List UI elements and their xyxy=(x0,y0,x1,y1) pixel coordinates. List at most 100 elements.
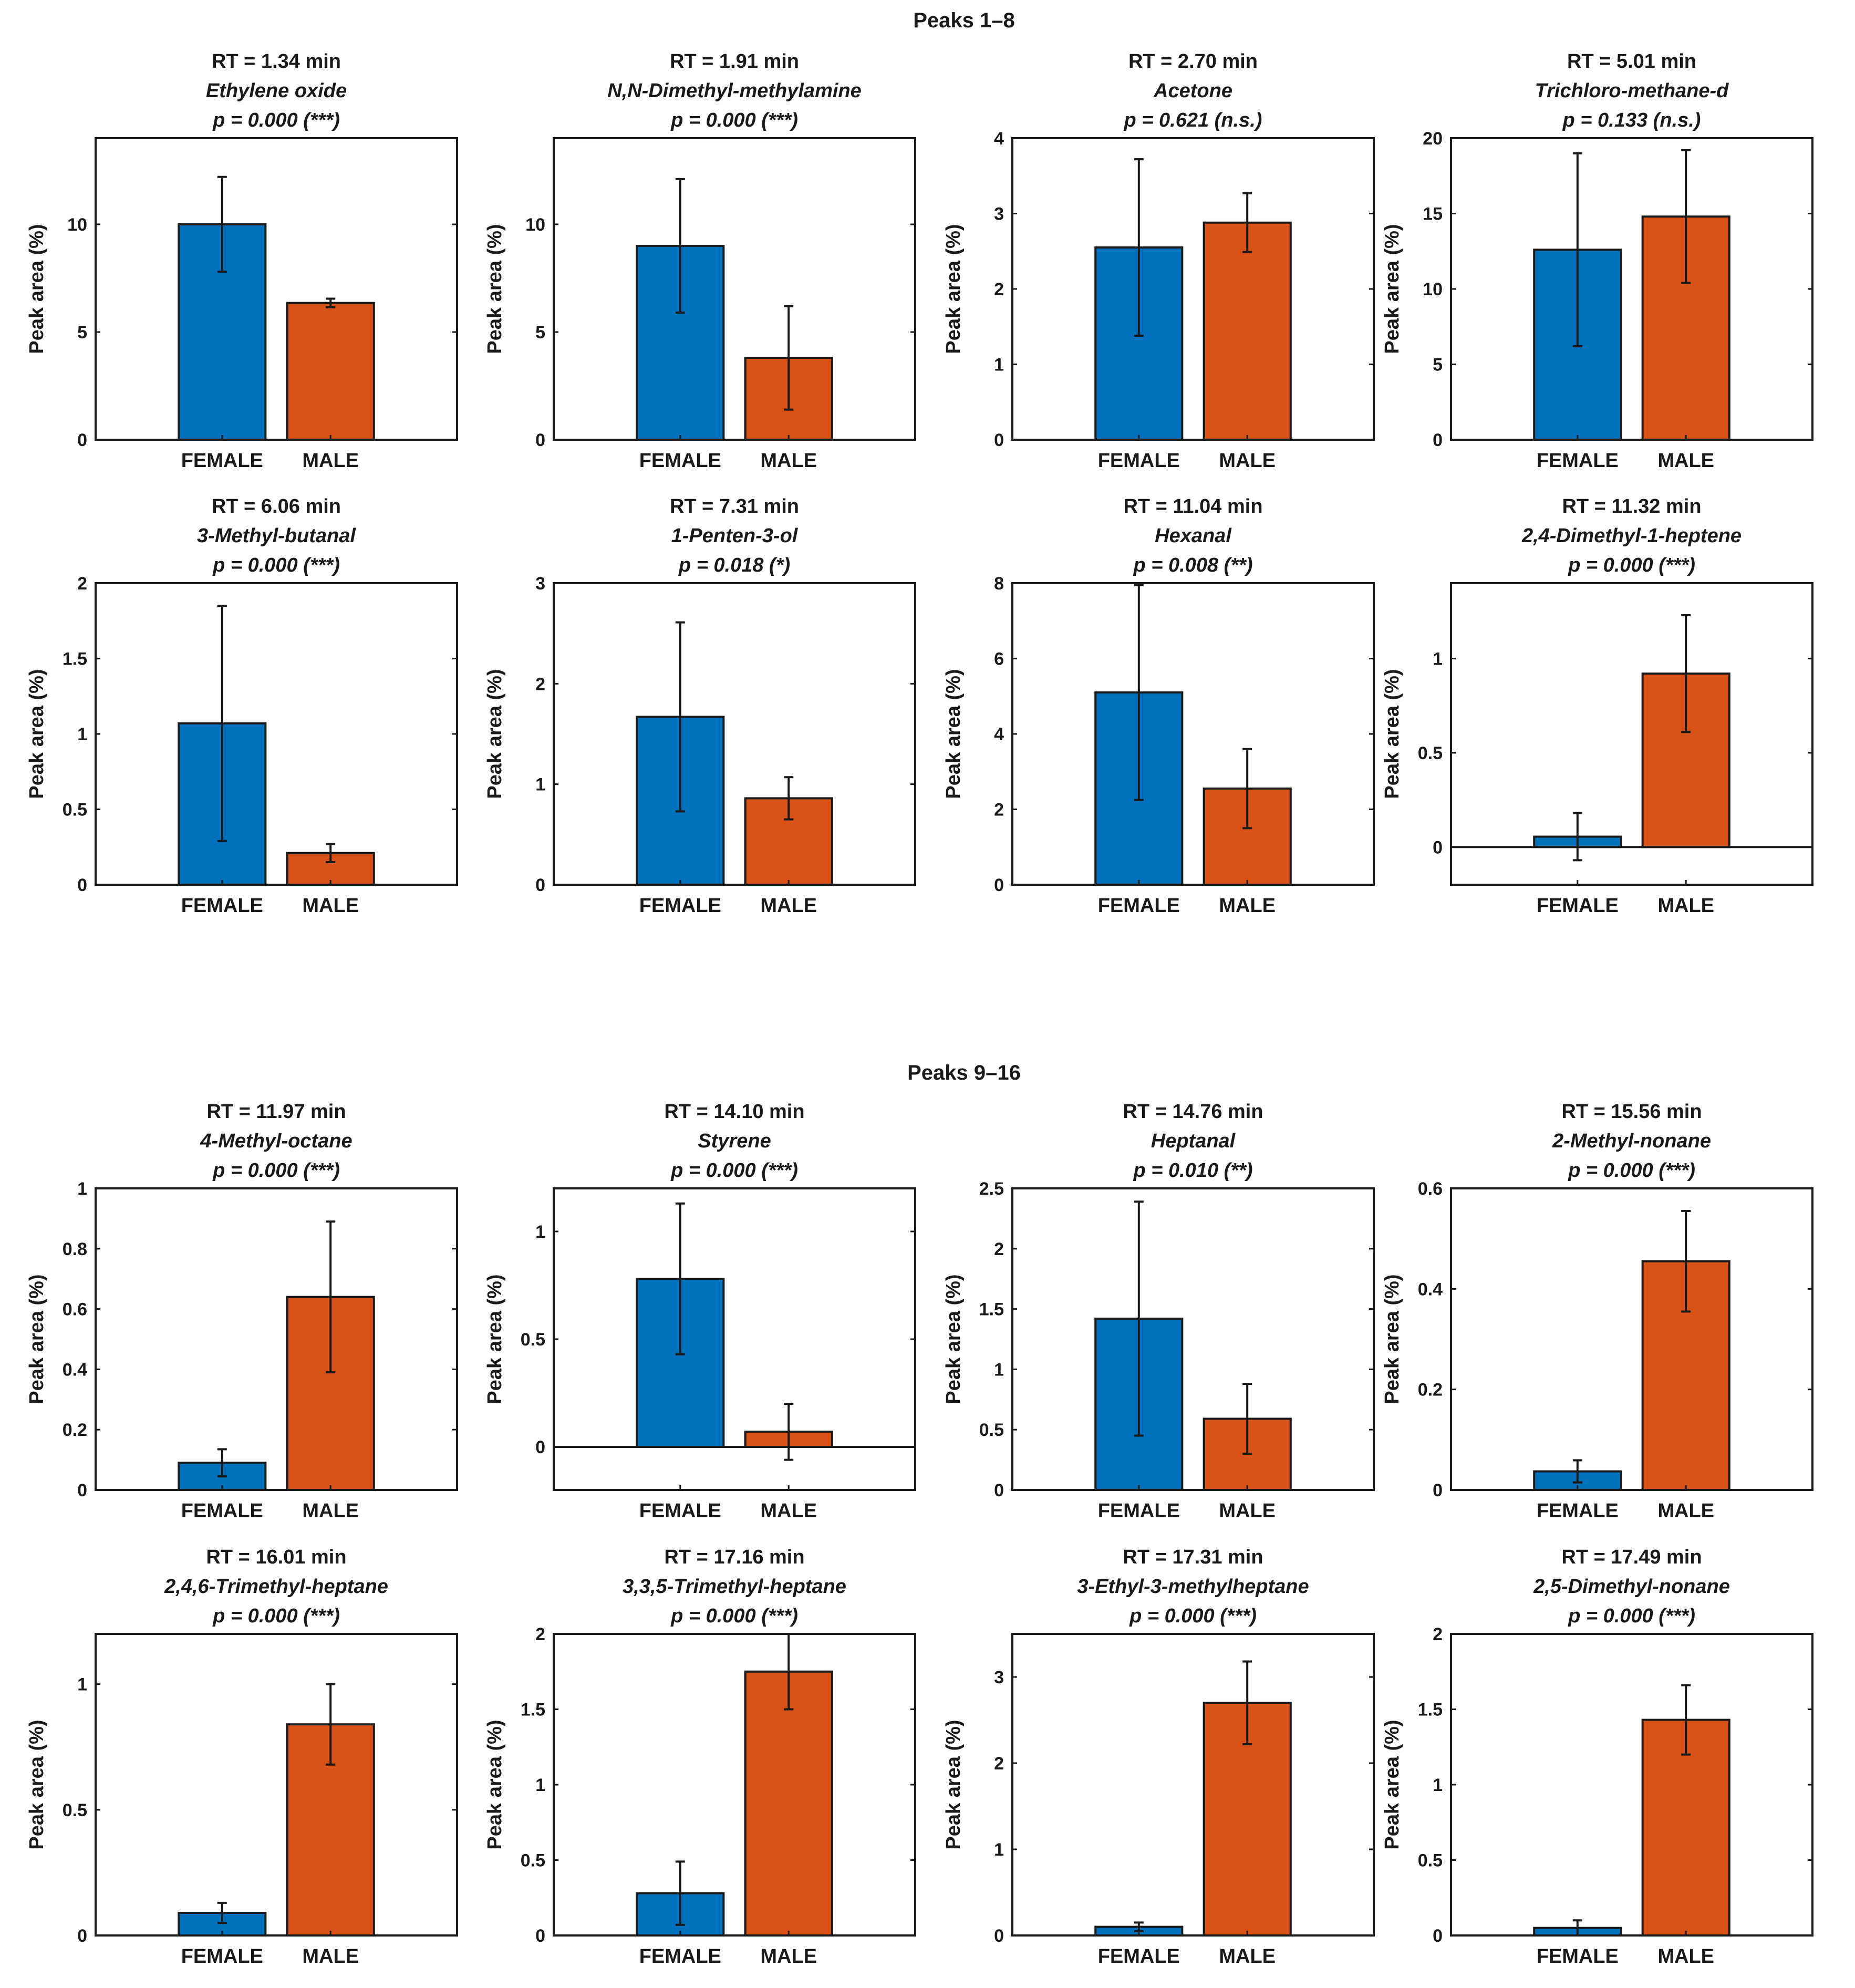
chart-rt-label: RT = 17.49 min xyxy=(1561,1546,1702,1568)
x-tick-label-male: MALE xyxy=(1219,1945,1276,1968)
axes-box xyxy=(1011,582,1375,886)
y-tick-label: 1 xyxy=(535,775,545,795)
y-axis-label: Peak area (%) xyxy=(484,224,506,354)
y-tick-label: 0 xyxy=(1433,837,1443,857)
y-tick-label: 0.5 xyxy=(521,1330,545,1350)
x-tick-label-female: FEMALE xyxy=(1098,1945,1180,1968)
y-tick-label: 0 xyxy=(77,875,87,895)
x-tick-label-female: FEMALE xyxy=(1537,1500,1619,1522)
chart-compound-title: 1-Penten-3-ol xyxy=(671,525,799,547)
y-tick-label: 1.5 xyxy=(1418,1700,1443,1720)
y-tick-label: 5 xyxy=(1433,355,1443,375)
y-axis-label: Peak area (%) xyxy=(26,669,48,799)
chart-9: RT = 11.97 min 4-Methyl-octane p = 0.000 (… xyxy=(26,1101,458,1522)
y-axis-label: Peak area (%) xyxy=(942,1720,965,1849)
chart-pvalue-label: p = 0.000 (***) xyxy=(670,1159,798,1182)
chart-compound-title: N,N-Dimethyl-methylamine xyxy=(607,80,862,102)
y-tick-label: 0 xyxy=(77,1480,87,1500)
x-tick-label-male: MALE xyxy=(302,1945,359,1968)
chart-compound-title: 2-Methyl-nonane xyxy=(1552,1130,1711,1152)
y-axis-label: Peak area (%) xyxy=(26,1720,48,1849)
y-tick-label: 0 xyxy=(535,1926,545,1946)
x-tick-label-female: FEMALE xyxy=(181,895,263,917)
y-tick-label: 0.2 xyxy=(1418,1380,1443,1400)
chart-pvalue-label: p = 0.000 (***) xyxy=(1568,554,1695,576)
y-axis-label: Peak area (%) xyxy=(26,224,48,354)
y-axis-label: Peak area (%) xyxy=(1381,1274,1403,1404)
y-tick-label: 0.5 xyxy=(1418,743,1443,763)
x-tick-label-female: FEMALE xyxy=(1098,450,1180,472)
chart-pvalue-label: p = 0.000 (***) xyxy=(1568,1605,1695,1627)
chart-compound-title: 2,4-Dimethyl-1-heptene xyxy=(1521,525,1742,547)
y-tick-label: 0.4 xyxy=(63,1360,87,1380)
y-tick-label: 0 xyxy=(1433,1926,1443,1946)
y-tick-label: 1.5 xyxy=(63,649,87,669)
chart-compound-title: 3-Ethyl-3-methylheptane xyxy=(1077,1576,1309,1598)
chart-pvalue-label: p = 0.000 (***) xyxy=(1568,1159,1695,1182)
chart-compound-title: Heptanal xyxy=(1151,1130,1236,1152)
y-tick-label: 0 xyxy=(994,430,1004,450)
y-tick-label: 0.5 xyxy=(63,800,87,820)
bar-male xyxy=(1203,221,1292,441)
chart-4: RT = 5.01 min Trichloro-methane-d p = 0.13… xyxy=(1381,50,1813,472)
y-tick-label: 1 xyxy=(994,1360,1004,1380)
chart-rt-label: RT = 14.76 min xyxy=(1123,1101,1263,1123)
chart-rt-label: RT = 16.01 min xyxy=(206,1546,346,1568)
x-tick-label-female: FEMALE xyxy=(1098,895,1180,917)
x-tick-label-female: FEMALE xyxy=(181,1500,263,1522)
chart-grid: RT = 1.34 min Ethylene oxide p = 0.000 (**… xyxy=(26,50,1813,1968)
y-tick-label: 0 xyxy=(535,430,545,450)
y-tick-label: 1 xyxy=(535,1775,545,1795)
x-tick-label-male: MALE xyxy=(1657,450,1714,472)
bar-male xyxy=(1641,1718,1730,1937)
chart-compound-title: Acetone xyxy=(1153,80,1232,102)
y-tick-label: 1 xyxy=(1433,1775,1443,1795)
y-tick-label: 0 xyxy=(77,430,87,450)
chart-pvalue-label: p = 0.008 (**) xyxy=(1133,554,1252,576)
chart-compound-title: Styrene xyxy=(698,1130,771,1152)
x-tick-label-female: FEMALE xyxy=(181,1945,263,1968)
y-tick-label: 0.5 xyxy=(521,1851,545,1871)
x-tick-label-male: MALE xyxy=(760,1500,817,1522)
y-tick-label: 5 xyxy=(77,323,87,343)
y-tick-label: 5 xyxy=(535,323,545,343)
axes-box xyxy=(553,1633,916,1937)
y-tick-label: 2 xyxy=(994,1239,1004,1259)
axes-box xyxy=(95,137,458,441)
chart-compound-title: Ethylene oxide xyxy=(206,80,347,102)
chart-pvalue-label: p = 0.133 (n.s.) xyxy=(1562,109,1701,131)
y-tick-label: 1 xyxy=(1433,649,1443,669)
y-tick-label: 6 xyxy=(994,649,1004,669)
axes-box xyxy=(95,1633,458,1937)
y-axis-label: Peak area (%) xyxy=(942,1274,965,1404)
axes-box xyxy=(1450,1187,1813,1491)
x-tick-label-female: FEMALE xyxy=(639,895,721,917)
x-tick-label-male: MALE xyxy=(1219,1500,1276,1522)
chart-rt-label: RT = 17.31 min xyxy=(1123,1546,1263,1568)
chart-rt-label: RT = 1.91 min xyxy=(670,50,799,73)
x-tick-label-female: FEMALE xyxy=(1537,1945,1619,1968)
y-tick-label: 1 xyxy=(535,1222,545,1242)
x-tick-label-male: MALE xyxy=(1657,895,1714,917)
section-title-peaks-1-8: Peaks 1–8 xyxy=(913,9,1015,32)
y-tick-label: 2 xyxy=(994,800,1004,820)
y-tick-label: 1.5 xyxy=(979,1300,1004,1320)
y-tick-label: 2.5 xyxy=(979,1179,1004,1199)
y-tick-label: 4 xyxy=(994,129,1004,149)
y-axis-label: Peak area (%) xyxy=(1381,1720,1403,1849)
chart-5: RT = 6.06 min 3-Methyl-butanal p = 0.000 (… xyxy=(26,495,458,917)
y-tick-label: 0.8 xyxy=(63,1239,87,1259)
axes-box xyxy=(1011,1187,1375,1491)
chart-compound-title: Hexanal xyxy=(1155,525,1232,547)
chart-rt-label: RT = 15.56 min xyxy=(1561,1101,1702,1123)
y-tick-label: 1 xyxy=(77,1675,87,1695)
y-tick-label: 2 xyxy=(535,1624,545,1644)
y-axis-label: Peak area (%) xyxy=(484,669,506,799)
chart-7: RT = 11.04 min Hexanal p = 0.008 (**) 0 2 4 6 8… xyxy=(942,495,1375,917)
axes-box xyxy=(553,1187,916,1491)
chart-rt-label: RT = 11.97 min xyxy=(206,1101,346,1123)
chart-pvalue-label: p = 0.000 (***) xyxy=(212,1159,340,1182)
chart-pvalue-label: p = 0.000 (***) xyxy=(1129,1605,1257,1627)
chart-compound-title: 3,3,5-Trimethyl-heptane xyxy=(623,1576,846,1598)
